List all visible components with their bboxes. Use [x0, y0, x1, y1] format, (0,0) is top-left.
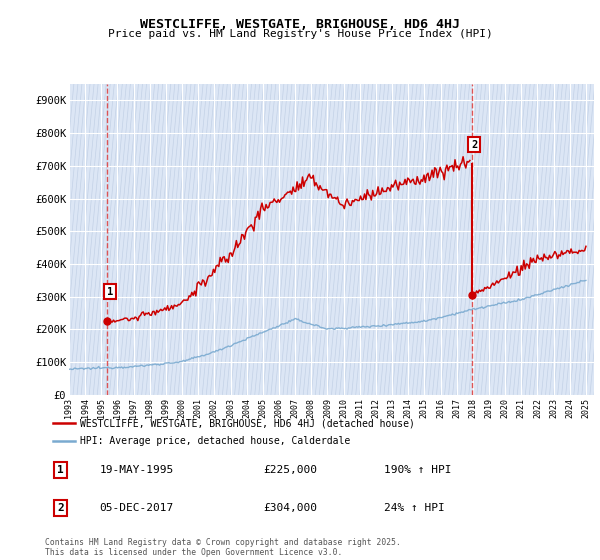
Text: WESTCLIFFE, WESTGATE, BRIGHOUSE, HD6 4HJ (detached house): WESTCLIFFE, WESTGATE, BRIGHOUSE, HD6 4HJ… — [80, 418, 415, 428]
Text: 190% ↑ HPI: 190% ↑ HPI — [383, 465, 451, 475]
Text: £304,000: £304,000 — [263, 503, 317, 513]
Text: Price paid vs. HM Land Registry's House Price Index (HPI): Price paid vs. HM Land Registry's House … — [107, 29, 493, 39]
Text: 24% ↑ HPI: 24% ↑ HPI — [383, 503, 444, 513]
Text: 1: 1 — [57, 465, 64, 475]
Text: 1: 1 — [107, 287, 113, 297]
Text: HPI: Average price, detached house, Calderdale: HPI: Average price, detached house, Cald… — [80, 436, 351, 446]
Text: £225,000: £225,000 — [263, 465, 317, 475]
Text: WESTCLIFFE, WESTGATE, BRIGHOUSE, HD6 4HJ: WESTCLIFFE, WESTGATE, BRIGHOUSE, HD6 4HJ — [140, 18, 460, 31]
Text: 19-MAY-1995: 19-MAY-1995 — [100, 465, 174, 475]
Text: Contains HM Land Registry data © Crown copyright and database right 2025.
This d: Contains HM Land Registry data © Crown c… — [45, 538, 401, 557]
Text: 2: 2 — [471, 139, 477, 150]
Text: 05-DEC-2017: 05-DEC-2017 — [100, 503, 174, 513]
Text: 2: 2 — [57, 503, 64, 513]
